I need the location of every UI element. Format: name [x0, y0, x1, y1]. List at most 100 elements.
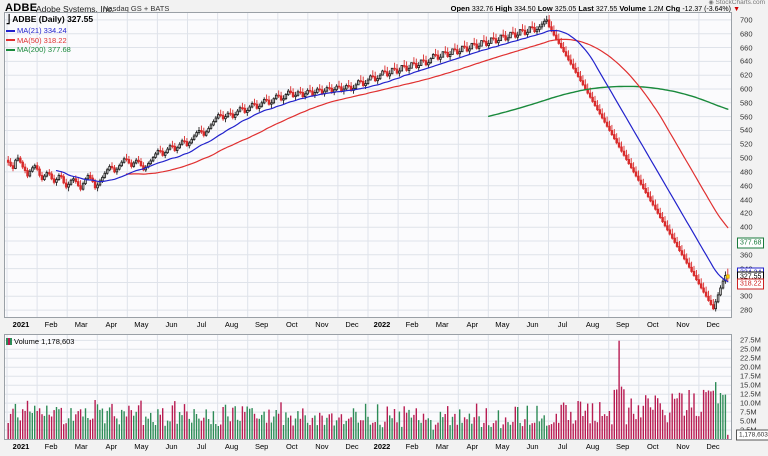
date-axis-label: Sep [255, 320, 269, 329]
price-axis-tick: 680 [740, 29, 753, 39]
volume-legend: Volume 1,178,603 [6, 337, 74, 346]
open-value: 332.76 [471, 6, 494, 13]
price-legend: ⎦ ADBE (Daily) 327.55 MA(21) 334.24 MA(5… [6, 14, 94, 55]
volume-plot [5, 335, 731, 439]
low-label: Low [537, 4, 553, 13]
volume-bars-icon [6, 338, 12, 345]
date-axis-label: Oct [285, 320, 298, 329]
volume-axis-tick: 10.0M [740, 398, 761, 408]
watermark-dot-icon: ◉ [708, 0, 714, 6]
date-axis-label: Feb [405, 442, 419, 451]
watermark-text: StockCharts.com [715, 0, 766, 6]
date-axis-label: Aug [224, 320, 239, 329]
date-axis-label: 2022 [373, 442, 391, 451]
date-axis-label: Feb [405, 320, 419, 329]
date-axis-label: Jul [557, 320, 568, 329]
volume-value-tag: 1,178,603 [736, 429, 768, 441]
date-axis-label: 2022 [373, 320, 391, 329]
caret-down-icon: ▼ [733, 6, 740, 13]
ma200-label: MA(200) 377.68 [17, 45, 71, 54]
volume-axis-tick: 27.5M [740, 335, 761, 345]
date-axis-label: Jun [526, 320, 539, 329]
price-axis-tick: 420 [740, 208, 753, 218]
high-value: 334.50 [514, 6, 536, 13]
volume-value: 1.2M [647, 6, 664, 13]
price-axis-tick: 640 [740, 56, 753, 66]
price-axis-tick: 400 [740, 222, 753, 232]
date-axis-label: Jul [196, 320, 207, 329]
date-axis-top: 2021 Feb Mar Apr May Jun Jul Aug Sep Oct Nov Dec 202… [4, 320, 732, 332]
chg-label: Chg [665, 4, 681, 13]
date-axis-label: Jun [165, 442, 178, 451]
date-axis-label: Dec [345, 320, 359, 329]
date-axis-label: Mar [435, 442, 449, 451]
volume-axis-tick: 25.0M [740, 344, 761, 354]
ma21-label: MA(21) 334.24 [17, 26, 67, 35]
date-axis-label: Jul [196, 442, 207, 451]
ma50-color-swatch [6, 39, 15, 42]
price-value-tag: 318.22 [737, 278, 765, 290]
quote-bar: Open 332.76 High 334.50 Low 325.05 Last … [451, 4, 740, 13]
volume-axis-tick: 22.5M [740, 353, 761, 363]
price-axis-tick: 560 [740, 112, 753, 122]
date-axis-label: Aug [224, 442, 239, 451]
date-axis-label: Nov [315, 320, 329, 329]
date-axis-label: Dec [706, 442, 720, 451]
date-axis-label: Sep [616, 320, 630, 329]
date-axis-label: Aug [585, 320, 600, 329]
date-axis-label: Sep [616, 442, 630, 451]
date-axis-label: Jun [526, 442, 539, 451]
last-value: 327.55 [595, 6, 618, 13]
volume-axis-tick: 5.0M [740, 416, 757, 426]
company-name: Adobe Systems, Inc. [36, 4, 114, 14]
date-axis-label: Oct [285, 442, 298, 451]
date-axis-label: Sep [255, 442, 269, 451]
price-axis-tick: 660 [740, 43, 753, 53]
price-plot [5, 13, 731, 317]
price-axis-tick: 540 [740, 125, 753, 135]
date-axis-label: May [134, 442, 149, 451]
last-label: Last [578, 4, 594, 13]
date-axis-label: Nov [676, 320, 690, 329]
ma50-legend-row: MA(50) 318.22 [6, 36, 93, 46]
candlestick-icon: ⎦ [6, 14, 11, 24]
date-axis-label: May [134, 320, 149, 329]
low-value: 325.05 [554, 6, 577, 13]
date-axis-label: Feb [44, 442, 58, 451]
price-panel[interactable] [4, 12, 732, 318]
ma21-color-swatch [6, 29, 15, 32]
date-axis-label: Apr [466, 320, 479, 329]
volume-axis-tick: 15.0M [740, 380, 761, 390]
chg-value: -12.37 (-3.64%) [682, 6, 731, 13]
price-axis-tick: 520 [740, 139, 753, 149]
price-axis-tick: 600 [740, 84, 753, 94]
date-axis-label: Mar [74, 442, 88, 451]
ma200-color-swatch [6, 48, 15, 51]
date-axis-label: Nov [676, 442, 690, 451]
date-axis-label: Apr [105, 320, 118, 329]
date-axis-bottom: 2021 Feb Mar Apr May Jun Jul Aug Sep Oct Nov Dec 202… [4, 442, 732, 454]
date-axis-label: Apr [105, 442, 118, 451]
date-axis-label: Oct [646, 320, 659, 329]
date-axis-label: 2021 [12, 320, 30, 329]
price-legend-title: ADBE (Daily) 327.55 [12, 14, 94, 24]
volume-axis: 27.5M 25.0M 22.5M 20.0M 17.5M 15.0M 12.5M 10.0M… [736, 334, 768, 441]
date-axis-label: Mar [74, 320, 88, 329]
date-axis-label: May [495, 442, 510, 451]
date-axis-label: Dec [345, 442, 359, 451]
volume-label: Volume [619, 4, 646, 13]
stockcharts-watermark: ◉ StockCharts.com [708, 0, 765, 6]
date-axis-label: 2021 [12, 442, 30, 451]
ma200-legend-row: MA(200) 377.68 [6, 45, 93, 55]
price-axis-tick: 360 [740, 250, 753, 260]
price-axis-tick: 460 [740, 181, 753, 191]
volume-legend-title: Volume 1,178,603 [14, 337, 75, 346]
exchange-label: Nasdaq GS + BATS [103, 4, 170, 13]
price-legend-title-row: ⎦ ADBE (Daily) 327.55 [6, 14, 94, 26]
date-axis-label: Mar [435, 320, 449, 329]
price-axis-tick: 300 [740, 291, 753, 301]
date-axis-label: Feb [44, 320, 58, 329]
price-value-tag: 377.68 [737, 237, 765, 249]
volume-panel[interactable] [4, 334, 732, 440]
